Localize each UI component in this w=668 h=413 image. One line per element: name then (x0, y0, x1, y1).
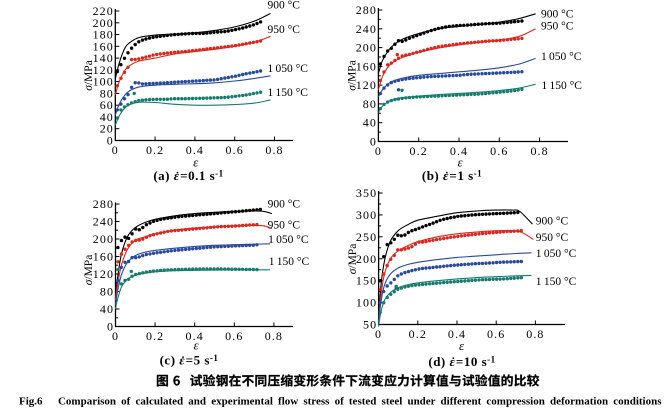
svg-text:60: 60 (100, 98, 114, 112)
svg-text:40: 40 (100, 302, 114, 316)
svg-text:0: 0 (107, 134, 114, 148)
svg-text:280: 280 (93, 197, 114, 211)
svg-text:200: 200 (93, 16, 114, 30)
svg-text:80: 80 (363, 97, 377, 111)
svg-text:900 °C: 900 °C (268, 0, 301, 12)
svg-text:900 °C: 900 °C (268, 199, 301, 211)
svg-text:900 °C: 900 °C (536, 216, 569, 228)
svg-text:950 °C: 950 °C (268, 220, 301, 232)
svg-text:1 150 °C: 1 150 °C (542, 80, 583, 92)
svg-text:0.6: 0.6 (490, 144, 508, 158)
svg-text:(b) ε.=1 s-1: (b) ε.=1 s-1 (422, 164, 482, 183)
svg-text:160: 160 (356, 59, 377, 73)
svg-text:ε: ε (457, 155, 463, 170)
svg-text:80: 80 (100, 285, 114, 299)
svg-text:240: 240 (356, 22, 377, 36)
svg-text:160: 160 (93, 250, 114, 264)
svg-text:0: 0 (375, 144, 382, 158)
svg-text:0: 0 (370, 135, 377, 149)
svg-text:900 °C: 900 °C (541, 9, 574, 21)
svg-text:250: 250 (356, 230, 377, 244)
svg-text:0: 0 (375, 327, 382, 341)
svg-text:100: 100 (356, 296, 377, 310)
svg-text:0.4: 0.4 (448, 327, 466, 341)
svg-text:160: 160 (93, 39, 114, 53)
svg-text:σ/MPa: σ/MPa (347, 60, 359, 91)
svg-text:120: 120 (356, 78, 377, 92)
svg-text:0: 0 (112, 329, 119, 343)
svg-text:0.2: 0.2 (146, 329, 164, 343)
svg-text:280: 280 (356, 3, 377, 17)
svg-text:350: 350 (356, 186, 377, 200)
svg-text:950 °C: 950 °C (536, 232, 569, 244)
svg-text:300: 300 (356, 208, 377, 222)
svg-text:100: 100 (93, 75, 114, 89)
svg-text:0.8: 0.8 (265, 143, 283, 157)
svg-text:(c) ε.=5 s-1: (c) ε.=5 s-1 (160, 349, 219, 368)
svg-text:1 150 °C: 1 150 °C (269, 256, 310, 268)
svg-text:ε: ε (193, 155, 199, 170)
svg-text:0.6: 0.6 (226, 143, 244, 157)
svg-text:0.2: 0.2 (410, 144, 428, 158)
svg-text:200: 200 (93, 232, 114, 246)
svg-text:1 150 °C: 1 150 °C (536, 276, 577, 288)
svg-text:180: 180 (93, 28, 114, 42)
svg-text:240: 240 (93, 215, 114, 229)
svg-text:1 050 °C: 1 050 °C (541, 51, 582, 63)
svg-text:0.4: 0.4 (450, 144, 468, 158)
svg-text:0.8: 0.8 (265, 329, 283, 343)
svg-text:40: 40 (363, 116, 377, 130)
svg-text:σ/MPa: σ/MPa (83, 255, 95, 286)
svg-text:Fig.6 Comparison of calculat: Fig.6 Comparison of calculated and exper… (19, 396, 662, 408)
svg-text:120: 120 (93, 267, 114, 281)
svg-text:20: 20 (100, 122, 114, 136)
svg-text:0.6: 0.6 (487, 327, 505, 341)
svg-text:1 150 °C: 1 150 °C (268, 87, 309, 99)
svg-text:80: 80 (100, 86, 114, 100)
svg-text:950 °C: 950 °C (541, 21, 574, 33)
svg-text:0.2: 0.2 (146, 143, 164, 157)
svg-text:150: 150 (356, 274, 377, 288)
svg-text:(a) ε.=0.1 s-1: (a) ε.=0.1 s-1 (153, 164, 223, 183)
svg-text:0.8: 0.8 (526, 327, 544, 341)
svg-text:120: 120 (93, 63, 114, 77)
svg-text:ε: ε (459, 338, 465, 353)
svg-text:0.4: 0.4 (186, 143, 204, 157)
svg-text:200: 200 (356, 41, 377, 55)
svg-text:σ/MPa: σ/MPa (347, 244, 359, 275)
svg-text:40: 40 (100, 110, 114, 124)
svg-text:1 050 °C: 1 050 °C (268, 63, 309, 75)
svg-text:200: 200 (356, 252, 377, 266)
svg-text:950 °C: 950 °C (268, 24, 301, 36)
svg-text:0.4: 0.4 (186, 329, 204, 343)
svg-text:0: 0 (112, 143, 119, 157)
svg-text:0: 0 (107, 320, 114, 334)
svg-text:(d) ε.=10 s-1: (d) ε.=10 s-1 (428, 350, 495, 369)
svg-text:50: 50 (363, 318, 377, 332)
svg-text:1 050 °C: 1 050 °C (536, 248, 577, 260)
svg-text:1 050 °C: 1 050 °C (268, 234, 309, 246)
svg-text:140: 140 (93, 51, 114, 65)
svg-text:ε: ε (193, 338, 199, 353)
svg-text:220: 220 (93, 4, 114, 18)
svg-text:σ/MPa: σ/MPa (83, 60, 95, 91)
svg-text:0.2: 0.2 (409, 327, 427, 341)
svg-text:0.8: 0.8 (530, 144, 548, 158)
svg-text:0.6: 0.6 (225, 329, 243, 343)
